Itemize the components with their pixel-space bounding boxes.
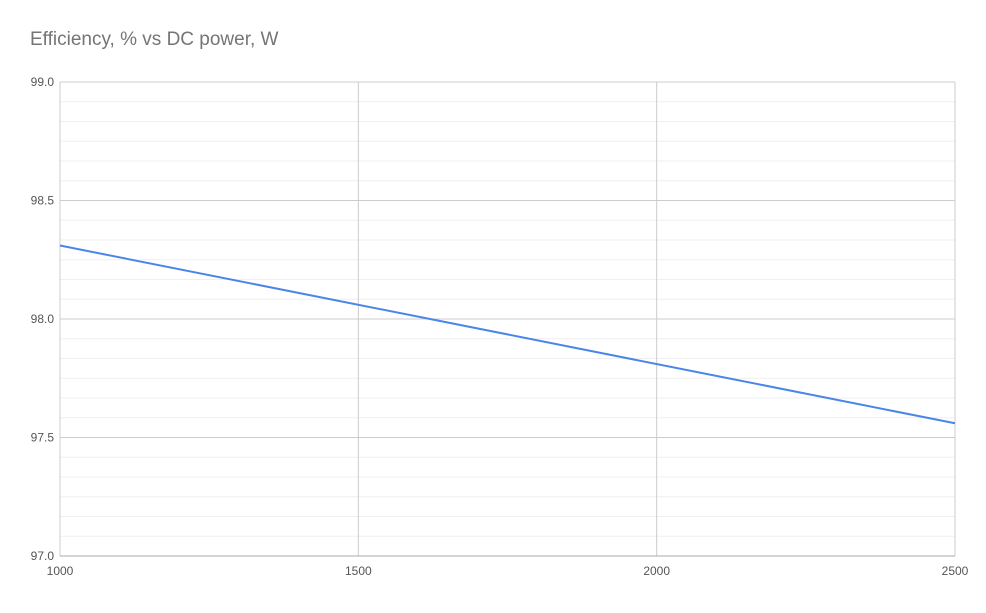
y-tick-label: 97.0 xyxy=(31,549,55,563)
y-tick-label: 97.5 xyxy=(31,431,55,445)
x-tick-label: 2500 xyxy=(942,564,969,578)
x-tick-label: 1000 xyxy=(47,564,74,578)
x-tick-label: 1500 xyxy=(345,564,372,578)
y-tick-label: 98.5 xyxy=(31,194,55,208)
x-tick-label: 2000 xyxy=(643,564,670,578)
y-tick-label: 99.0 xyxy=(31,75,55,89)
y-tick-label: 98.0 xyxy=(31,312,55,326)
series-line xyxy=(59,244,956,425)
chart-title: Efficiency, % vs DC power, W xyxy=(30,29,279,50)
